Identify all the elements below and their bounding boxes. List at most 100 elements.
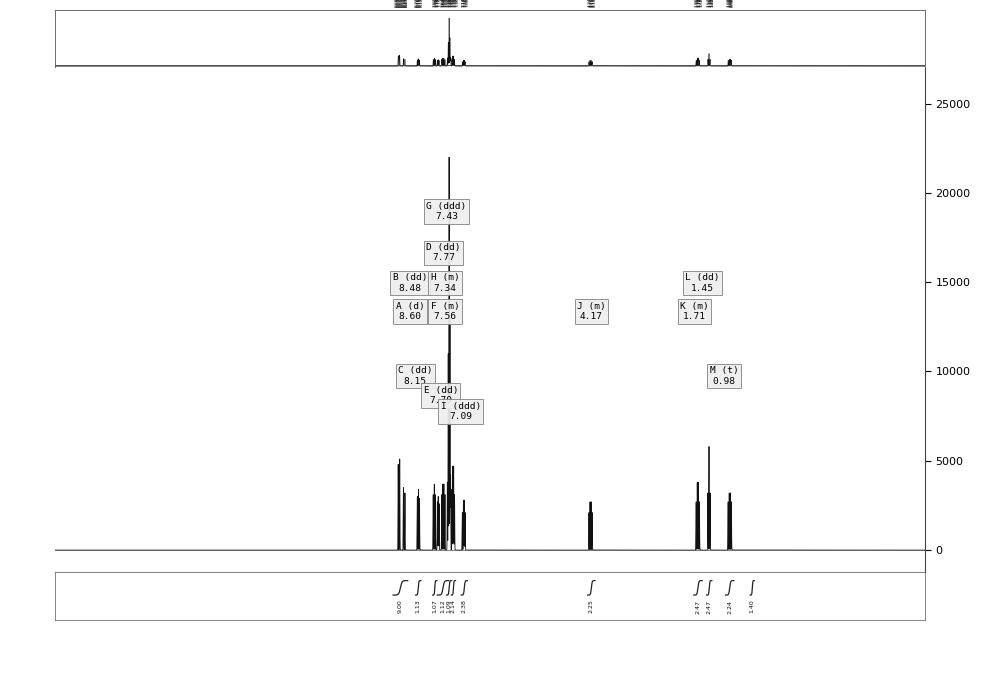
Text: M (t)
0.98: M (t) 0.98 xyxy=(710,366,738,386)
Text: 1.00: 1.00 xyxy=(729,0,733,7)
Text: 8.49: 8.49 xyxy=(403,0,407,7)
Text: 7.08: 7.08 xyxy=(465,0,469,7)
Text: 7.32: 7.32 xyxy=(454,0,458,7)
Text: 7.16: 7.16 xyxy=(461,0,465,7)
Text: L (dd)
1.45: L (dd) 1.45 xyxy=(685,273,720,293)
Text: 8.18: 8.18 xyxy=(417,0,421,7)
Text: 2.38: 2.38 xyxy=(462,599,467,614)
Text: 7.54: 7.54 xyxy=(445,0,449,7)
Text: I (ddd)
7.09: I (ddd) 7.09 xyxy=(441,402,481,421)
Text: 7.14: 7.14 xyxy=(462,0,466,7)
Text: 7.34: 7.34 xyxy=(453,0,457,7)
Text: 8.68: 8.68 xyxy=(395,0,399,7)
Text: 7.72: 7.72 xyxy=(437,0,441,7)
Text: D (dd)
7.77: D (dd) 7.77 xyxy=(426,243,461,262)
Text: 8.16: 8.16 xyxy=(418,0,422,7)
Text: 1.48: 1.48 xyxy=(708,0,712,7)
Text: 1.09: 1.09 xyxy=(447,599,452,614)
Text: 1.46: 1.46 xyxy=(709,0,713,7)
Text: H (m)
7.34: H (m) 7.34 xyxy=(431,273,459,293)
Text: 7.58: 7.58 xyxy=(443,0,447,7)
Text: 1.04: 1.04 xyxy=(728,0,732,7)
Text: 1.13: 1.13 xyxy=(416,599,421,614)
Text: 4.18: 4.18 xyxy=(591,0,595,7)
Text: C (dd)
8.15: C (dd) 8.15 xyxy=(398,366,432,386)
Text: 2.47: 2.47 xyxy=(707,599,712,614)
Text: 7.78: 7.78 xyxy=(434,0,438,7)
Text: 7.56: 7.56 xyxy=(444,0,448,7)
Text: 1.68: 1.68 xyxy=(700,0,704,7)
Text: E (dd)
7.70: E (dd) 7.70 xyxy=(424,386,458,405)
Text: 1.40: 1.40 xyxy=(750,599,755,614)
Text: 1.72: 1.72 xyxy=(698,0,702,7)
Text: 7.44: 7.44 xyxy=(449,0,453,7)
Text: 7.38: 7.38 xyxy=(452,0,456,7)
Text: 2.14: 2.14 xyxy=(451,599,456,614)
Text: 4.24: 4.24 xyxy=(588,0,592,7)
Text: 7.36: 7.36 xyxy=(453,0,457,7)
Text: 1.52: 1.52 xyxy=(707,0,711,7)
Text: 8.56: 8.56 xyxy=(400,0,404,7)
Text: 7.82: 7.82 xyxy=(433,0,437,7)
Text: 9.00: 9.00 xyxy=(398,599,403,614)
Text: 1.06: 1.06 xyxy=(727,0,731,7)
Text: 4.14: 4.14 xyxy=(593,0,597,7)
Text: F (m)
7.56: F (m) 7.56 xyxy=(431,302,459,321)
Text: 1.76: 1.76 xyxy=(696,0,700,7)
Text: 2.47: 2.47 xyxy=(695,599,700,614)
Text: 7.30: 7.30 xyxy=(455,0,459,7)
Text: 7.46: 7.46 xyxy=(448,0,452,7)
Text: 7.52: 7.52 xyxy=(446,0,450,7)
Text: 7.40: 7.40 xyxy=(451,0,455,7)
Text: 8.22: 8.22 xyxy=(415,0,419,7)
Text: 8.62: 8.62 xyxy=(398,0,402,7)
Text: 4.22: 4.22 xyxy=(589,0,593,7)
Text: 2.25: 2.25 xyxy=(589,599,594,614)
Text: 7.12: 7.12 xyxy=(463,0,467,7)
Text: 7.62: 7.62 xyxy=(441,0,445,7)
Text: 4.16: 4.16 xyxy=(592,0,596,7)
Text: 8.64: 8.64 xyxy=(397,0,401,7)
Text: 7.74: 7.74 xyxy=(436,0,440,7)
Text: 8.66: 8.66 xyxy=(396,0,400,7)
Text: 7.70: 7.70 xyxy=(438,0,442,7)
Text: 2.24: 2.24 xyxy=(727,599,732,614)
Text: 7.06: 7.06 xyxy=(466,0,470,7)
Text: 7.50: 7.50 xyxy=(447,0,451,7)
Text: 8.12: 8.12 xyxy=(420,0,424,7)
Text: 1.02: 1.02 xyxy=(728,0,732,7)
Text: 8.60: 8.60 xyxy=(399,0,403,7)
Text: 8.45: 8.45 xyxy=(405,0,409,7)
Text: 8.20: 8.20 xyxy=(416,0,420,7)
Text: 1.74: 1.74 xyxy=(697,0,701,7)
Text: 0.96: 0.96 xyxy=(731,0,735,7)
Text: 7.80: 7.80 xyxy=(433,0,437,7)
Text: 1.07: 1.07 xyxy=(432,599,437,614)
Text: A (d)
8.60: A (d) 8.60 xyxy=(396,302,424,321)
Text: 1.78: 1.78 xyxy=(695,0,699,7)
Text: G (ddd)
7.43: G (ddd) 7.43 xyxy=(426,202,467,221)
Text: 1.42: 1.42 xyxy=(711,0,715,7)
Text: 1.70: 1.70 xyxy=(699,0,703,7)
Text: 7.48: 7.48 xyxy=(447,0,451,7)
Text: 7.76: 7.76 xyxy=(435,0,439,7)
Text: 1.12: 1.12 xyxy=(441,599,446,614)
Text: 7.64: 7.64 xyxy=(440,0,444,7)
Text: K (m)
1.71: K (m) 1.71 xyxy=(680,302,709,321)
Text: 8.58: 8.58 xyxy=(400,0,404,7)
Text: J (m)
4.17: J (m) 4.17 xyxy=(577,302,606,321)
Text: 7.60: 7.60 xyxy=(442,0,446,7)
Text: 1.44: 1.44 xyxy=(710,0,714,7)
Text: B (dd)
8.48: B (dd) 8.48 xyxy=(393,273,427,293)
Text: 8.54: 8.54 xyxy=(401,0,405,7)
Text: 1.80: 1.80 xyxy=(694,0,698,7)
Text: 4.20: 4.20 xyxy=(590,0,594,7)
Text: 7.10: 7.10 xyxy=(464,0,468,7)
Text: 0.98: 0.98 xyxy=(730,0,734,7)
X-axis label: f1 (ppm): f1 (ppm) xyxy=(463,599,517,612)
Text: 8.51: 8.51 xyxy=(403,0,407,7)
Text: 8.14: 8.14 xyxy=(419,0,423,7)
Text: 7.42: 7.42 xyxy=(450,0,454,7)
Text: 8.47: 8.47 xyxy=(404,0,408,7)
Text: 1.50: 1.50 xyxy=(708,0,712,7)
